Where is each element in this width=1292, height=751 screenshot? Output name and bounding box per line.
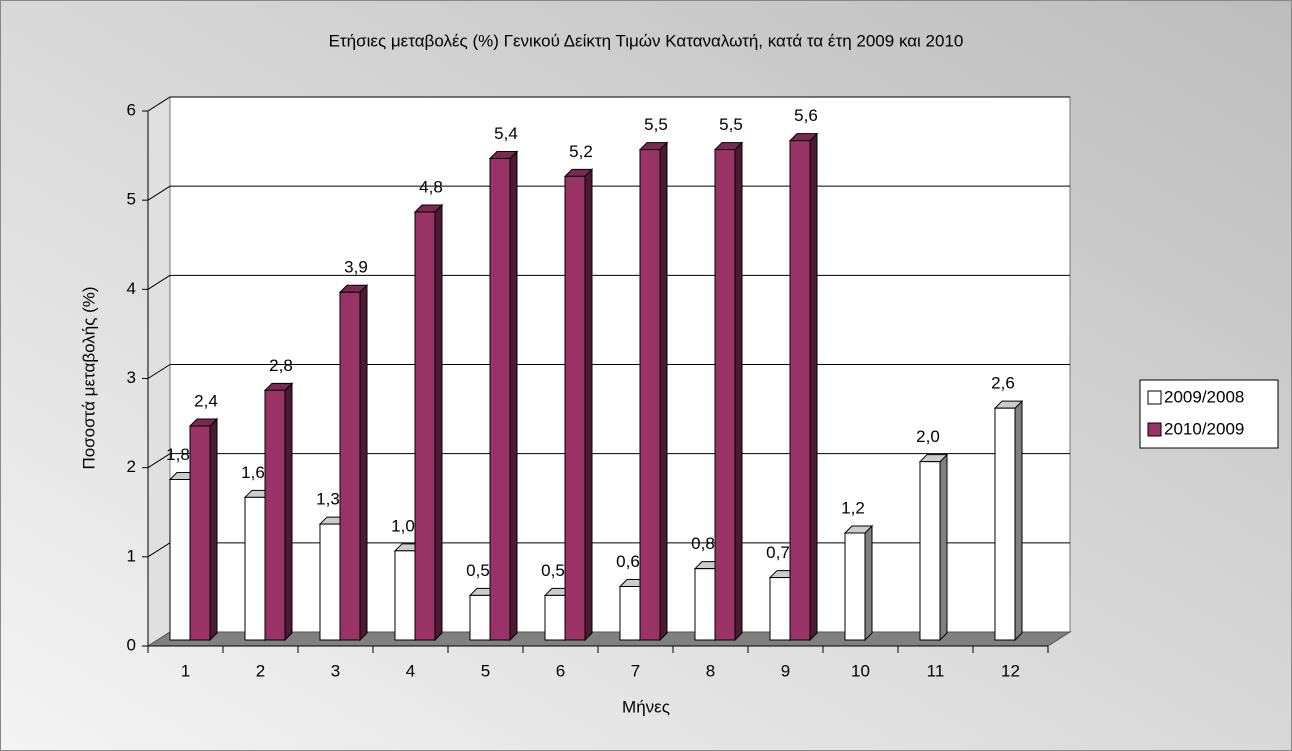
bar-side xyxy=(509,150,518,642)
y-tick-label: 4 xyxy=(127,279,136,298)
bar-side xyxy=(284,382,293,642)
y-tick-label: 6 xyxy=(127,100,136,119)
bar xyxy=(394,550,416,641)
x-tick-label: 2 xyxy=(256,661,265,680)
bar-side xyxy=(939,453,948,642)
bar-side xyxy=(359,284,368,642)
x-tick-label: 6 xyxy=(556,661,565,680)
bar xyxy=(189,425,211,641)
bar-side xyxy=(434,203,443,642)
y-tick-label: 3 xyxy=(127,368,136,387)
data-label: 1,3 xyxy=(316,490,340,509)
x-axis-label: Μήνες xyxy=(622,697,670,716)
x-tick-label: 10 xyxy=(851,661,870,680)
x-tick-label: 9 xyxy=(781,661,790,680)
data-label: 5,5 xyxy=(644,115,668,134)
grid-line xyxy=(147,96,171,112)
x-tick-label: 12 xyxy=(1001,661,1020,680)
bar xyxy=(544,594,566,641)
data-label: 2,6 xyxy=(991,374,1015,393)
bar xyxy=(919,461,941,641)
data-label: 1,8 xyxy=(166,445,190,464)
legend-label: 2009/2008 xyxy=(1164,387,1244,406)
bar xyxy=(339,291,361,641)
data-label: 0,6 xyxy=(616,552,640,571)
data-label: 0,5 xyxy=(541,561,565,580)
grid-line xyxy=(147,364,171,379)
bar-side xyxy=(659,141,668,642)
bar xyxy=(169,479,191,641)
bar-side xyxy=(809,132,818,642)
data-label: 1,0 xyxy=(391,516,415,535)
bar xyxy=(264,389,286,641)
bar-side xyxy=(864,524,873,642)
legend-label: 2010/2009 xyxy=(1164,419,1244,438)
data-label: 3,9 xyxy=(344,258,368,277)
bar-side xyxy=(734,141,743,642)
chart-title: Ετήσιες μεταβολές (%) Γενικού Δείκτη Τιμ… xyxy=(329,31,964,50)
y-tick-label: 5 xyxy=(127,190,136,209)
legend-swatch xyxy=(1147,422,1162,437)
data-label: 2,4 xyxy=(194,391,218,410)
data-label: 5,2 xyxy=(569,142,593,161)
data-label: 0,7 xyxy=(766,543,790,562)
data-label: 5,5 xyxy=(719,115,743,134)
data-label: 2,8 xyxy=(269,356,293,375)
bar xyxy=(769,577,791,641)
grid-line xyxy=(147,185,171,201)
x-tick-label: 8 xyxy=(706,661,715,680)
x-tick-label: 11 xyxy=(927,661,945,680)
data-label: 1,2 xyxy=(841,498,865,517)
bar xyxy=(639,149,661,641)
bar-side xyxy=(209,417,218,642)
bar xyxy=(844,532,866,641)
bar xyxy=(489,158,511,641)
data-label: 0,5 xyxy=(466,561,490,580)
data-label: 0,8 xyxy=(691,534,715,553)
x-tick-label: 5 xyxy=(481,661,490,680)
bar xyxy=(714,149,736,641)
bar-side xyxy=(584,168,593,642)
y-tick-label: 2 xyxy=(127,457,136,476)
y-axis-label: Ποσοστά μεταβολής (%) xyxy=(79,286,98,469)
bar xyxy=(414,211,436,641)
x-tick-label: 4 xyxy=(406,661,415,680)
data-label: 5,6 xyxy=(794,106,818,125)
bar xyxy=(694,568,716,641)
x-tick-label: 3 xyxy=(331,661,340,680)
bar xyxy=(789,140,811,641)
data-label: 2,0 xyxy=(916,427,940,446)
grid-line xyxy=(147,542,171,558)
legend-swatch xyxy=(1147,390,1162,405)
x-tick-label: 1 xyxy=(181,661,190,680)
data-label: 5,4 xyxy=(494,124,518,143)
bar xyxy=(994,407,1016,641)
bar xyxy=(619,586,641,641)
bar xyxy=(319,523,341,641)
grid-line xyxy=(147,453,171,469)
bar xyxy=(469,594,491,641)
y-tick-label: 0 xyxy=(127,635,136,654)
bar xyxy=(244,496,266,641)
data-label: 1,6 xyxy=(241,463,265,482)
y-tick-label: 1 xyxy=(127,546,136,565)
grid-line xyxy=(147,274,171,290)
data-label: 4,8 xyxy=(419,177,443,196)
legend xyxy=(1139,379,1279,449)
bar xyxy=(564,175,586,641)
bar-side xyxy=(1014,399,1023,642)
x-tick-label: 7 xyxy=(631,661,640,680)
